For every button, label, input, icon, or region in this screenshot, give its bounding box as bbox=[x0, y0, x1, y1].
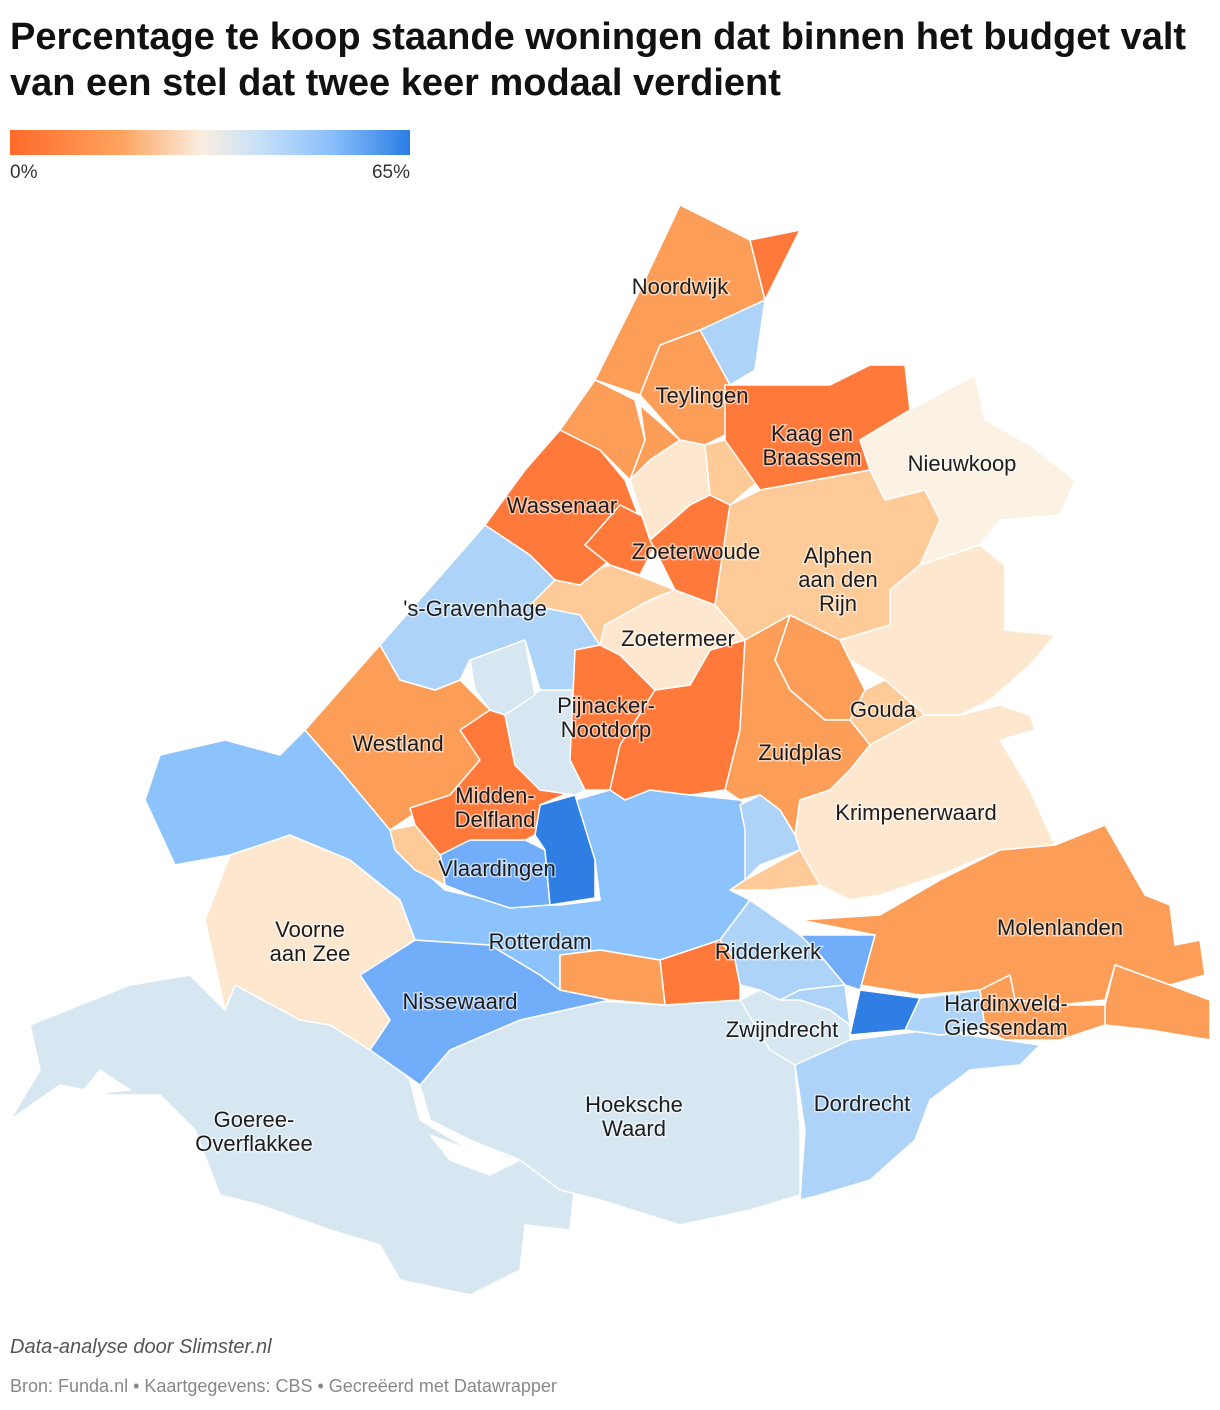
source-line: Bron: Funda.nl • Kaartgegevens: CBS • Ge… bbox=[10, 1376, 557, 1396]
label-hardinxveld: Hardinxveld-Giessendam bbox=[944, 991, 1068, 1040]
region-krimpen[interactable] bbox=[729, 849, 821, 891]
label-westland: Westland bbox=[352, 731, 443, 756]
water-inlet-2 bbox=[429, 1134, 521, 1176]
label-nieuwkoop: Nieuwkoop bbox=[908, 451, 1017, 476]
label-goeree: Goeree-Overflakkee bbox=[195, 1107, 312, 1156]
label-noordwijk: Noordwijk bbox=[632, 274, 730, 299]
label-gouda: Gouda bbox=[850, 697, 917, 722]
label-kaag: Kaag en Braassem bbox=[762, 421, 861, 470]
label-ridderkerk: Ridderkerk bbox=[715, 939, 822, 964]
region-gorinchem[interactable] bbox=[1104, 964, 1211, 1041]
region-leiderdorp[interactable] bbox=[704, 439, 761, 506]
region-hillegom[interactable] bbox=[749, 229, 801, 301]
region-molenlanden[interactable] bbox=[799, 824, 1206, 1006]
region-hendrik-ido-ambacht[interactable] bbox=[779, 984, 851, 1026]
label-dordrecht: Dordrecht bbox=[814, 1091, 911, 1116]
region-papendrecht[interactable] bbox=[849, 989, 921, 1036]
label-krimpenerwaard: Krimpenerwaard bbox=[835, 800, 996, 825]
region-zoetermeer[interactable] bbox=[599, 589, 746, 691]
region-hardinxveld-giessendam[interactable] bbox=[979, 974, 1106, 1041]
label-hoeksche: Hoeksche Waard bbox=[585, 1092, 683, 1141]
label-zuidplas: Zuidplas bbox=[758, 740, 841, 765]
region-albrandswaard[interactable] bbox=[559, 949, 666, 1006]
legend-min-label: 0% bbox=[10, 162, 38, 183]
label-alphen: Alphen aan den Rijn bbox=[798, 543, 878, 616]
notes: Data-analyse door Slimster.nl bbox=[10, 1336, 272, 1358]
label-voorne: Voorne aan Zee bbox=[270, 917, 351, 966]
legend-max-label: 65% bbox=[371, 162, 410, 183]
region-schiedam[interactable] bbox=[534, 794, 596, 906]
label-midden-delfland: Midden-Delfland bbox=[455, 783, 536, 832]
label-pijnacker: Pijnacker-Nootdorp bbox=[557, 693, 655, 742]
label-rotterdam: Rotterdam bbox=[489, 929, 592, 954]
label-zoeterwoude: Zoeterwoude bbox=[632, 539, 760, 564]
color-legend: 0% 65% bbox=[10, 130, 410, 183]
label-vlaardingen: Vlaardingen bbox=[438, 856, 555, 881]
label-gravenhage: 's-Gravenhage bbox=[403, 596, 547, 621]
water-inlet-1 bbox=[79, 1069, 131, 1096]
label-zwijndrecht: Zwijndrecht bbox=[726, 1017, 838, 1042]
label-teylingen: Teylingen bbox=[656, 383, 749, 408]
legend-gradient-bar bbox=[10, 130, 410, 155]
chart-title: Percentage te koop staande woningen dat … bbox=[10, 16, 1187, 104]
label-molenlanden: Molenlanden bbox=[997, 915, 1123, 940]
label-zoetermeer: Zoetermeer bbox=[621, 626, 735, 651]
choropleth-map: Noordwijk Teylingen Kaag en Braassem Nieu… bbox=[9, 204, 1211, 1296]
label-nissewaard: Nissewaard bbox=[403, 989, 518, 1014]
label-wassenaar: Wassenaar bbox=[507, 493, 617, 518]
